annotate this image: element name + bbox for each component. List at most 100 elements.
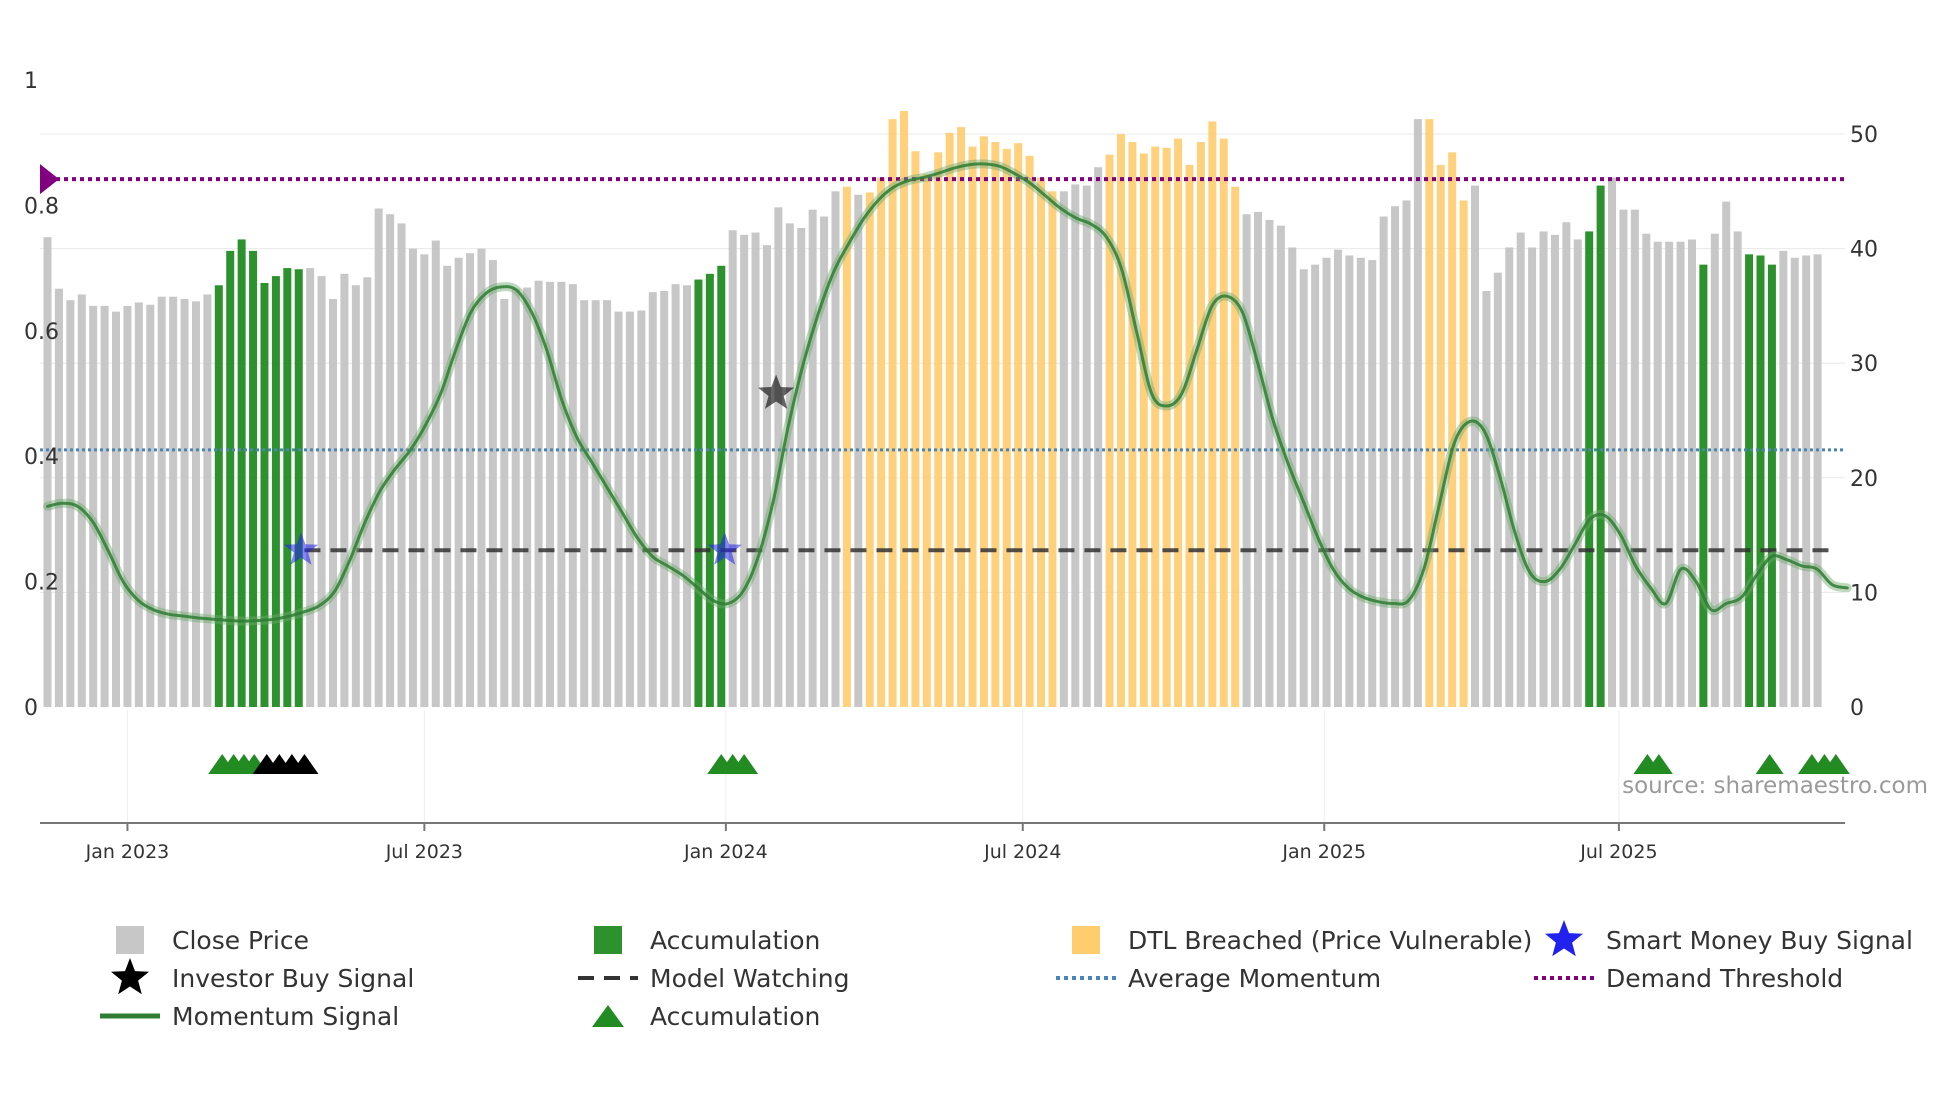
- legend-item: Average Momentum: [1056, 964, 1381, 993]
- price-bars: [43, 111, 1822, 708]
- accumulation-bar: [214, 285, 223, 707]
- dtl-breached-bar: [1425, 119, 1434, 708]
- close-price-bar: [1094, 167, 1103, 708]
- left-axis: 0 0.2 0.4 0.6 0.8 1: [24, 69, 59, 721]
- close-price-bar: [420, 254, 429, 707]
- close-price-bar: [1779, 250, 1788, 707]
- legend-label: Investor Buy Signal: [172, 964, 414, 993]
- accumulation-bar: [249, 250, 258, 707]
- close-price-bar: [1619, 209, 1628, 707]
- accumulation-bar: [717, 265, 726, 707]
- close-price-bar: [1539, 231, 1548, 707]
- close-price-bar: [660, 291, 669, 707]
- close-price-bar: [43, 237, 52, 707]
- smart-money-buy-signal: [707, 532, 742, 565]
- close-price-bar: [523, 287, 532, 707]
- x-axis-tick-label: Jul 2024: [983, 841, 1061, 863]
- dtl-breached-bar: [968, 146, 977, 708]
- close-price-bar: [77, 294, 86, 707]
- legend-label: DTL Breached (Price Vulnerable): [1128, 926, 1532, 955]
- close-price-bar: [1550, 234, 1559, 707]
- dtl-breached-bar: [1196, 142, 1205, 707]
- close-price-bar: [1505, 247, 1514, 707]
- dtl-breached-bar: [1037, 177, 1046, 708]
- legend-swatch: [1072, 926, 1100, 954]
- close-price-bar: [1642, 233, 1651, 707]
- dtl-breached-bar: [1116, 134, 1125, 707]
- legend-item: Demand Threshold: [1534, 964, 1843, 993]
- accumulation-bar: [271, 276, 280, 707]
- dtl-breached-bar: [888, 119, 897, 708]
- close-price-bar: [431, 240, 440, 707]
- close-price-bar: [1471, 185, 1479, 707]
- source-label: source: sharemaestro.com: [1622, 773, 1928, 799]
- right-axis-tick-label: 40: [1850, 238, 1878, 263]
- close-price-bar: [1276, 225, 1285, 707]
- close-price-bar: [466, 253, 475, 707]
- accumulation-bar: [694, 279, 703, 707]
- right-axis: 0 10 20 30 40 50: [1850, 123, 1878, 721]
- close-price-bar: [306, 268, 315, 707]
- close-price-bar: [1710, 233, 1719, 707]
- close-price-bar: [488, 260, 497, 707]
- accumulation-bar: [1596, 185, 1605, 707]
- close-price-bar: [603, 300, 612, 707]
- dtl-breached-bar: [1174, 138, 1183, 707]
- accumulation-marker: [1644, 754, 1673, 774]
- close-price-bar: [831, 191, 840, 708]
- accumulation-bar: [283, 268, 292, 707]
- left-axis-tick-label: 1: [24, 69, 38, 94]
- left-axis-tick-label: 0.2: [24, 571, 59, 596]
- legend-swatch: [116, 926, 144, 954]
- accumulation-bar: [1699, 264, 1708, 707]
- dtl-breached-bar: [1436, 164, 1445, 707]
- accumulation-bar: [1767, 264, 1776, 707]
- close-price-bar: [1322, 257, 1331, 707]
- close-price-bar: [408, 248, 417, 707]
- right-axis-tick-label: 0: [1850, 696, 1864, 721]
- dtl-breached-bar: [1219, 138, 1228, 707]
- close-price-bar: [180, 299, 189, 707]
- right-axis-tick-label: 10: [1850, 581, 1878, 606]
- dtl-breached-bar: [991, 142, 1000, 707]
- close-price-bar: [568, 284, 577, 707]
- close-price-bar: [340, 273, 349, 707]
- dtl-breached-bar: [877, 177, 886, 708]
- accumulation-bar: [237, 239, 246, 707]
- accumulation-marker: [730, 754, 759, 774]
- dtl-breached-bar: [1128, 142, 1137, 707]
- legend-item: Momentum Signal: [100, 1002, 399, 1031]
- close-price-bar: [545, 281, 554, 707]
- close-price-bar: [1299, 269, 1308, 707]
- close-price-bar: [1722, 201, 1731, 708]
- close-price-bar: [203, 294, 212, 707]
- close-price-bar: [1345, 255, 1354, 708]
- close-price-bar: [740, 234, 749, 707]
- dtl-breached-bar: [1105, 154, 1114, 707]
- dtl-breached-bar: [1025, 155, 1034, 707]
- close-price-bar: [1254, 211, 1263, 707]
- close-price-bar: [317, 276, 326, 707]
- close-price-bar: [728, 230, 737, 707]
- close-price-bar: [1790, 257, 1799, 707]
- x-axis-tick-label: Jul 2023: [385, 841, 463, 863]
- close-price-bar: [1665, 241, 1674, 707]
- legend-triangle-icon: [592, 1005, 624, 1027]
- close-price-bar: [1368, 260, 1377, 707]
- x-axis-tick-label: Jan 2023: [85, 841, 170, 863]
- close-price-bar: [557, 281, 566, 707]
- dtl-breached-bar: [900, 111, 908, 707]
- dtl-breached-bar: [922, 174, 931, 708]
- close-price-bar: [1802, 255, 1811, 708]
- close-price-bar: [797, 227, 806, 707]
- close-price-bar: [1562, 222, 1571, 708]
- close-price-bar: [1356, 257, 1365, 707]
- close-price-bar: [751, 232, 760, 707]
- close-price-bar: [511, 288, 520, 707]
- close-price-bar: [363, 277, 372, 707]
- legend: Close Price Accumulation DTL Breached (Pri…: [100, 920, 1913, 1031]
- accumulation-bar: [705, 273, 714, 707]
- legend-label: Average Momentum: [1128, 964, 1381, 993]
- close-price-bar: [1676, 241, 1685, 707]
- legend-label: Demand Threshold: [1606, 964, 1843, 993]
